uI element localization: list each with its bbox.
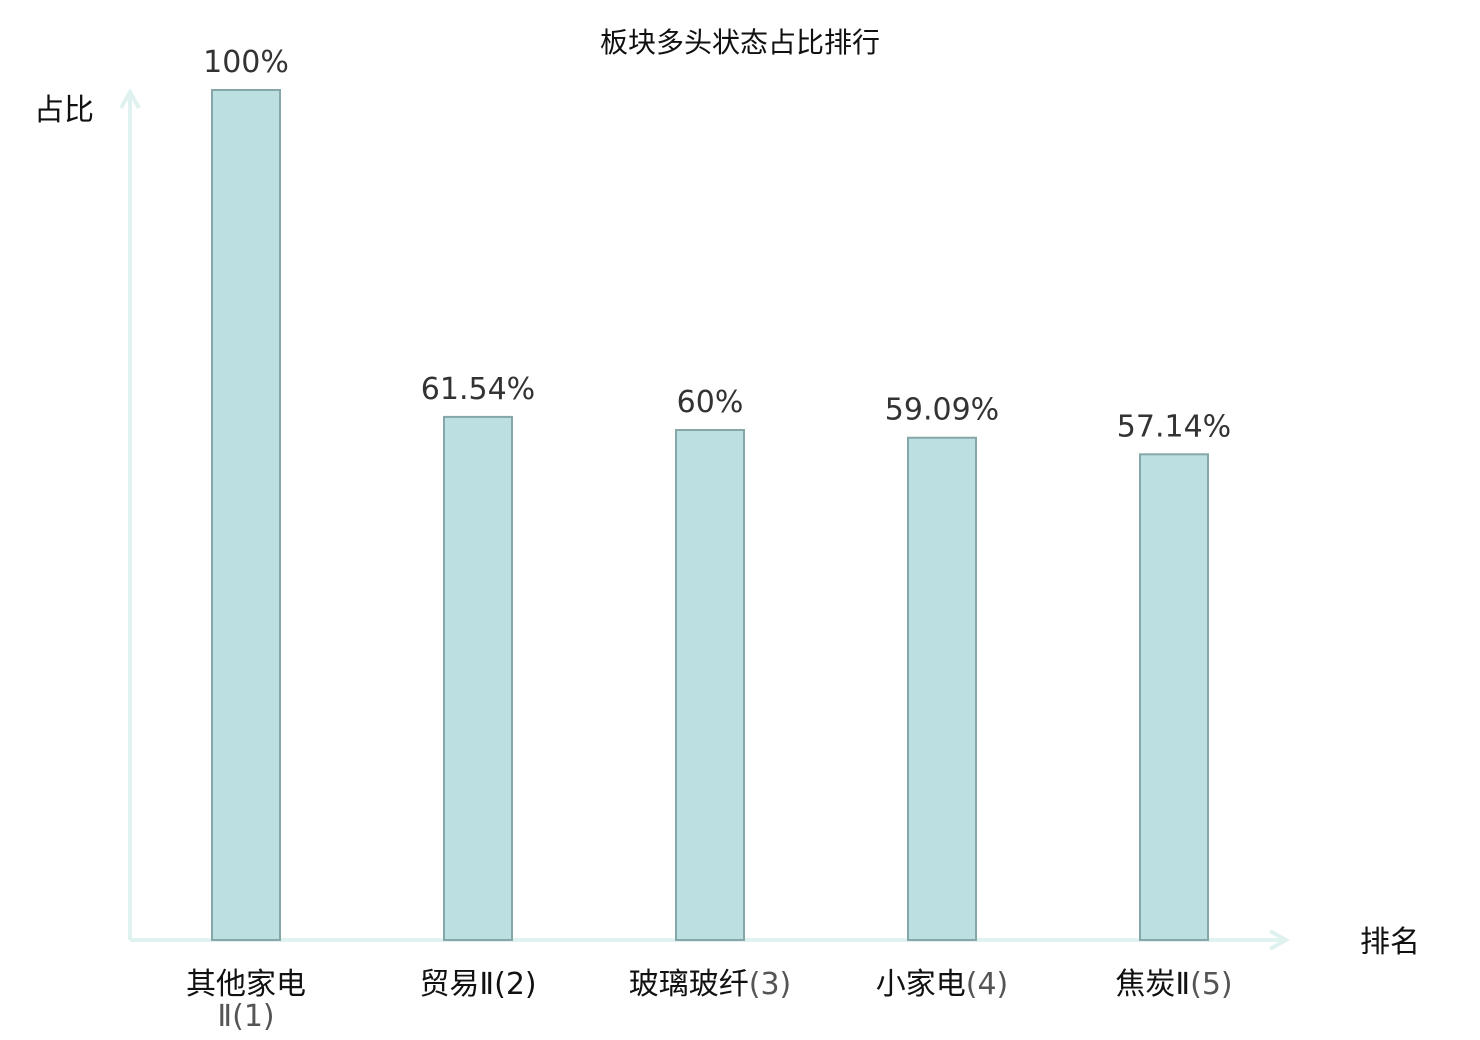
x-tick-label: 焦炭Ⅱ(5) <box>1115 967 1232 1002</box>
bar <box>1139 453 1209 941</box>
bar-value-label: 57.14% <box>1117 409 1231 444</box>
bar-value-label: 100% <box>203 45 289 80</box>
chart-title: 板块多头状态占比排行 <box>600 26 880 59</box>
y-axis-arrow <box>119 87 141 109</box>
bars-group: 100% 其他家电 Ⅱ(1) 61.54% 贸易Ⅱ(2) 60% 玻璃玻纤(3) 59.09%… <box>186 45 1233 1034</box>
bar-value-label: 60% <box>677 385 744 420</box>
x-tick-label: 贸易Ⅱ(2) <box>419 967 536 1002</box>
bar <box>907 436 977 941</box>
bar-value-label: 59.09% <box>885 393 999 428</box>
x-tick-label: 其他家电 Ⅱ(1) <box>186 967 306 1034</box>
bar <box>675 429 745 941</box>
x-axis-arrow <box>1269 929 1291 951</box>
bar <box>443 415 513 942</box>
bar-value-label: 61.54% <box>421 372 535 407</box>
x-tick-label: 玻璃玻纤(3) <box>629 967 792 1002</box>
bar <box>211 89 281 941</box>
x-axis-label: 排名 <box>1360 925 1420 960</box>
x-tick-label: 小家电(4) <box>876 967 1009 1002</box>
y-axis-label: 占比 <box>34 93 94 128</box>
